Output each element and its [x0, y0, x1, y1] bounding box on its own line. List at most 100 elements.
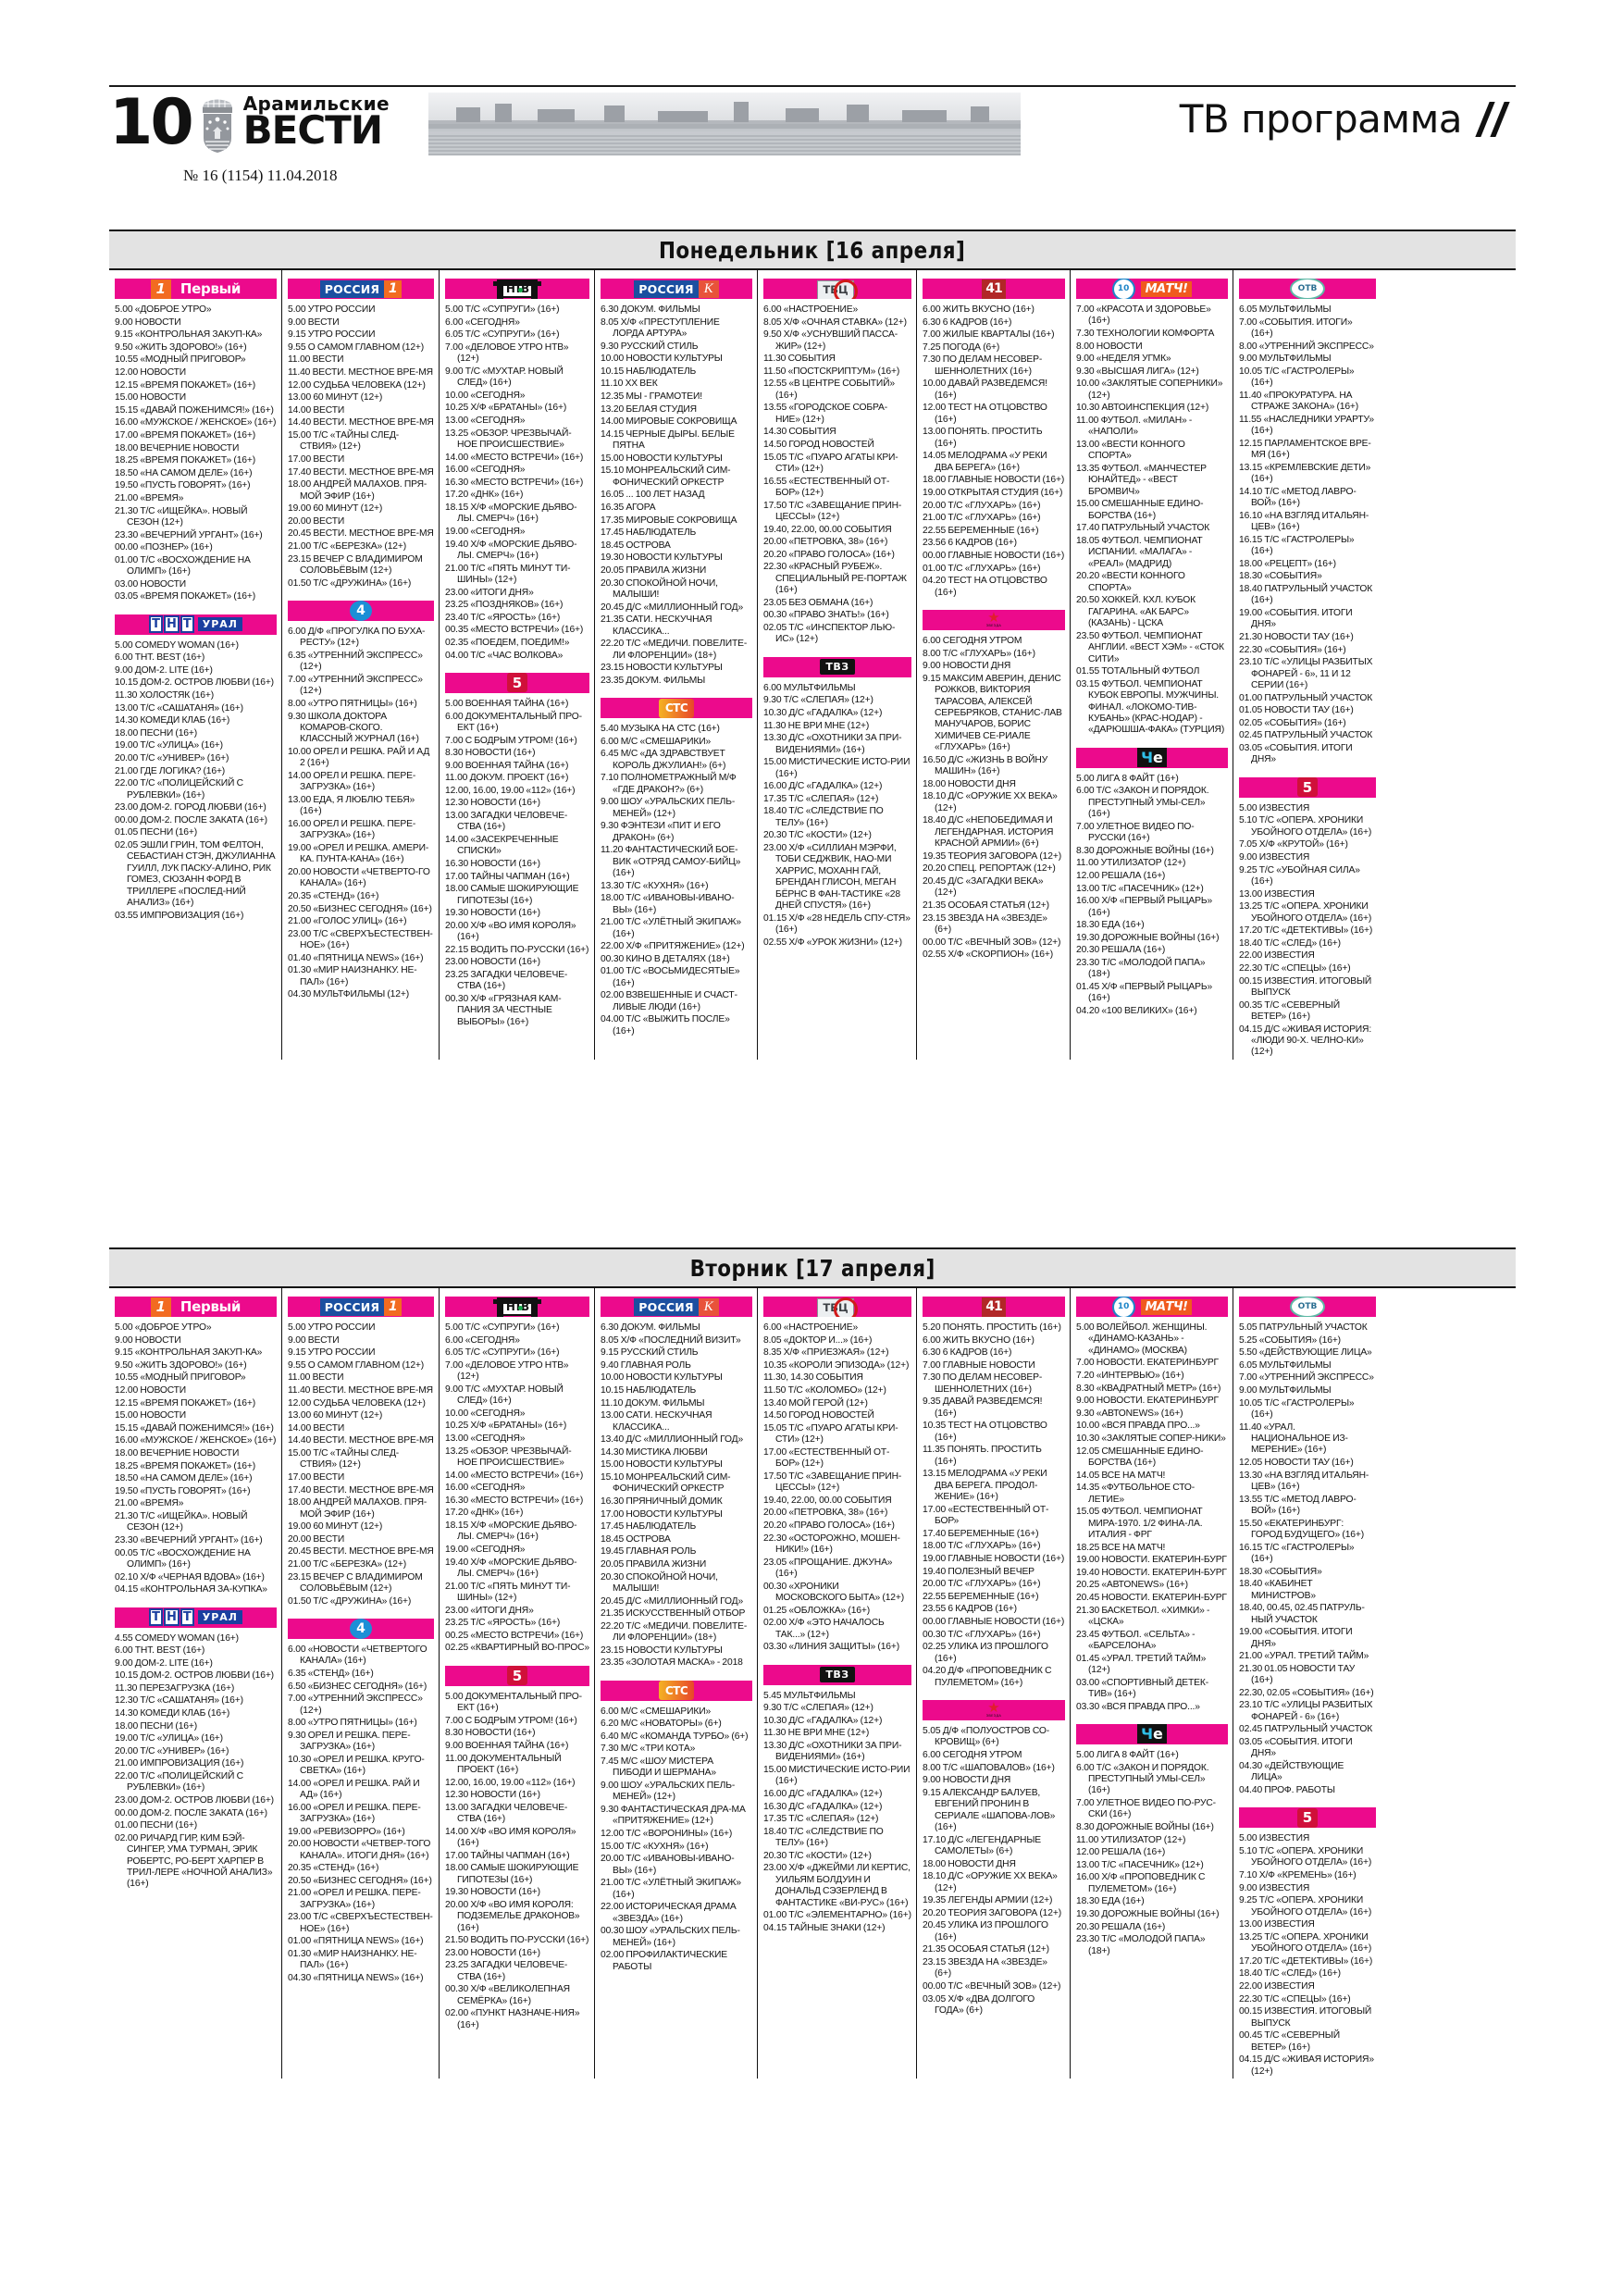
program-entry: 11.40 ВЕСТИ. МЕСТНОЕ ВРЕ-МЯ [288, 1384, 433, 1396]
channel-logo-rossiya-k: РОССИЯ K [634, 1297, 719, 1316]
day-header-label: Вторник [17 апреля] [689, 1254, 935, 1282]
program-entry: 14.00 ВЕСТИ [288, 404, 345, 416]
program-entry: 19.00 Т/С «УЛИЦА» (16+) [115, 1733, 223, 1744]
program-entry: 7.00 УЛЕТНОЕ ВИДЕО ПО-РУС-СКИ (16+) [1076, 1797, 1216, 1820]
program-entry: 16.10 «НА ВЗГЛЯД ИТАЛЬЯН-ЦЕВ» (16+) [1239, 510, 1369, 533]
channel-header-матч-тв[interactable]: 10 МАТЧ! [1076, 1297, 1228, 1317]
program-entry: 6.00 СЕГОДНЯ УТРОМ [923, 1749, 1022, 1760]
program-entry: 13.00 60 МИНУТ (12+) [288, 1410, 383, 1421]
program-entry: 6.35 «СТЕНД» (16+) [288, 1668, 374, 1679]
channel-header-россия-1[interactable]: РОССИЯ 1 [288, 1297, 434, 1317]
program-entry: 13.25 «ОБЗОР. ЧРЕЗВЫЧАЙ-НОЕ ПРОИСШЕСТВИЕ… [445, 1446, 572, 1468]
program-entry: 01.25 «ОБЛОЖКА» (16+) [763, 1605, 870, 1616]
program-entry: 01.15 Х/Ф «28 НЕДЕЛЬ СПУ-СТЯ» (16+) [763, 912, 911, 935]
program-entry: 9.50 Х/Ф «УСНУВШИЙ ПАССА-ЖИР» (12+) [763, 329, 898, 352]
program-entry: 11.55 «НАСЛЕДНИКИ УРАРТУ» (16+) [1239, 414, 1374, 437]
program-entry: 10.15 НАБЛЮДАТЕЛЬ [601, 366, 697, 377]
channel-header-тв3[interactable]: ТВЗ [763, 1664, 911, 1685]
program-entry: 14.00 МИРОВЫЕ СОКРОВИЩА [601, 416, 737, 428]
channel-header-нтв[interactable]: НТВ [445, 1297, 589, 1317]
program-entry: 7.00 УЛЕТНОЕ ВИДЕО ПО-РУССКИ (16+) [1076, 821, 1195, 844]
channel-header-первый[interactable]: 1 Первый [115, 279, 277, 299]
program-entry: 13.00 ЕДА, Я ЛЮБЛЮ ТЕБЯ» (16+) [288, 794, 415, 817]
channel-header-тнт-урал[interactable]: Т Н Т УРАЛ [115, 1607, 277, 1628]
schedule-column: НТВ 5.00 Т/С «СУПРУГИ» (16+) 6.00 «СЕГОДНЯ… [439, 1288, 594, 2079]
channel-header-россия-к[interactable]: РОССИЯ K [601, 1297, 752, 1317]
program-entry: 6.05 МУЛЬТФИЛЬМЫ [1239, 304, 1332, 315]
channel-logo-pervy: 1 Первый [150, 279, 241, 299]
program-entry: 02.55 Х/Ф «УРОК ЖИЗНИ» (12+) [763, 937, 902, 948]
channel-header-4-канал[interactable]: 4 [288, 1618, 434, 1639]
program-entry: 8.00 «УТРО ПЯТНИЦЫ» (16+) [288, 698, 417, 709]
program-entry: 20.30 Т/С «КОСТИ» (12+) [763, 1850, 872, 1861]
program-entry: 23.10 Т/С «УЛИЦЫ РАЗБИТЫХ ФОНАРЕЙ - 6» (… [1239, 1700, 1373, 1722]
program-entry: 5.00 «ДОБРОЕ УТРО» [115, 1322, 212, 1333]
program-entry: 7.00 С БОДРЫМ УТРОМ! (16+) [445, 735, 577, 746]
channel-header-первый[interactable]: 1 Первый [115, 1297, 277, 1317]
program-entry: 8.35 Х/Ф «ПРИЕЗЖАЯ» (12+) [763, 1347, 889, 1359]
program-entry: 22.00 Х/Ф «ПРИТЯЖЕНИЕ» (12+) [601, 941, 745, 952]
channel-header-5-канал[interactable]: 5 [1239, 776, 1376, 798]
program-entry: 12.15 ПАРЛАМЕНТСКОЕ ВРЕ-МЯ (16+) [1239, 438, 1371, 461]
program-entry: 11.20 ФАНТАСТИЧЕСКИЙ БОЕ-ВИК «ОТРЯД САМО… [601, 845, 741, 879]
channel-header-5-канал[interactable]: 5 [445, 1665, 589, 1686]
channel-header-4-канал[interactable]: 4 [288, 600, 434, 621]
program-entry: 01.40 «ПЯТНИЦА NEWS» (16+) [288, 952, 424, 963]
channel-header-россия-1[interactable]: РОССИЯ 1 [288, 279, 434, 299]
channel-logo-5-kanal: 5 [507, 673, 527, 693]
program-entry: 17.40 ПАТРУЛЬНЫЙ УЧАСТОК [1076, 523, 1210, 534]
channel-header-твц[interactable]: ТВЦ [763, 1297, 911, 1317]
channel-logo-otv: ОТВ [1290, 279, 1325, 299]
program-entry: 18.30 ЕДА (16+) [1076, 1896, 1145, 1907]
channel-header-41[interactable]: 41 [923, 1297, 1065, 1317]
channel-logo-ntv: НТВ [489, 1297, 545, 1317]
program-entry: 5.00 ИЗВЕСТИЯ [1239, 802, 1310, 813]
program-entry: 19.30 ДОРОЖНЫЕ ВОЙНЫ (16+) [1076, 932, 1220, 943]
schedule-column: 41 6.00 ЖИТЬ ВКУСНО (16+) 6.30 6 КАДРОВ (1… [916, 270, 1070, 1060]
program-entry: 21.00 «ОРЕЛ И РЕШКА. ПЕРЕ-ЗАГРУЗКА» (16+… [288, 1888, 421, 1910]
program-entry: 22.15 ВОДИТЬ ПО-РУССКИ (16+) [445, 944, 589, 955]
channel-header-нтв[interactable]: НТВ [445, 279, 589, 299]
day-header: Вторник [17 апреля] [109, 1247, 1516, 1288]
channel-header-стс[interactable]: СТС [601, 1680, 752, 1701]
channel-header-отв[interactable]: ОТВ [1239, 1297, 1376, 1317]
program-entry: 9.00 ДОМ-2. LITE (16+) [115, 1657, 213, 1669]
channel-header-матч-тв[interactable]: 10 МАТЧ! [1076, 279, 1228, 299]
channel-header-звезда[interactable]: ★ ЗВЕЗДА [923, 1699, 1065, 1720]
program-entry: 6.00 МУЛЬТФИЛЬМЫ [763, 682, 856, 693]
program-entry: 8.00 Т/С «ГЛУХАРЬ» (16+) [923, 648, 1035, 659]
channel-header-5-канал[interactable]: 5 [1239, 1807, 1376, 1829]
program-entry: 20.45 Д/С «МИЛЛИОННЫЙ ГОД» [601, 602, 744, 613]
program-entry: 23.00 ДОМ-2. ОСТРОВ ЛЮБВИ (16+) [115, 1795, 274, 1806]
program-entry: 18.10 Д/С «ОРУЖИЕ ХХ ВЕКА» (12+) [923, 791, 1058, 813]
program-entry: 03.15 ФУТБОЛ. ЧЕМПИОНАТ КУБОК ЕВРОПЫ. МУ… [1076, 678, 1225, 736]
channel-header-5-канал[interactable]: 5 [445, 672, 589, 693]
program-entry: 03.05 Х/Ф «ДВА ДОЛГОГО ГОДА» (6+) [923, 1993, 1035, 2016]
channel-header-отв[interactable]: ОТВ [1239, 279, 1376, 299]
program-entry: 9.35 ДАВАЙ РАЗВЕДЕМСЯ! (16+) [923, 1396, 1043, 1419]
program-entry: 19.35 ЛЕГЕНДЫ АРМИИ (12+) [923, 1895, 1053, 1906]
program-entry: 00.00 ДОМ-2. ПОСЛЕ ЗАКАТА (16+) [115, 1807, 267, 1818]
channel-logo-rossiya-1: РОССИЯ 1 [319, 1297, 403, 1316]
channel-header-россия-к[interactable]: РОССИЯ K [601, 279, 752, 299]
channel-header-твц[interactable]: ТВЦ [763, 279, 911, 299]
channel-header-звезда[interactable]: ★ ЗВЕЗДА [923, 609, 1065, 630]
channel-logo-5-kanal: 5 [1297, 1807, 1318, 1828]
channel-header-тнт-урал[interactable]: Т Н Т УРАЛ [115, 614, 277, 635]
channel-header-41[interactable]: 41 [923, 279, 1065, 299]
channel-logo-tv3: ТВЗ [820, 659, 855, 676]
program-entry: 6.00 М/С «СМЕШАРИКИ» [601, 736, 712, 747]
program-entry: 9.15 АЛЕКСАНДР БАЛУЕВ, ЕВГЕНИЙ ПРОНИН В … [923, 1787, 1056, 1832]
channel-header-стс[interactable]: СТС [601, 698, 752, 719]
program-entry: 20.20 СПЕЦ. РЕПОРТАЖ (12+) [923, 863, 1056, 875]
program-entry: 9.00 НОВОСТИ ДНЯ [923, 661, 1011, 672]
program-entry: 17.20 Т/С «ДЕТЕКТИВЫ» (16+) [1239, 925, 1373, 937]
program-entry: 23.00 Т/С «СВЕРХЪЕСТЕСТВЕН-НОЕ» (16+) [288, 1912, 433, 1934]
program-entry: 23.05 «ПРОЩАНИЕ. ДЖУНА» (16+) [763, 1557, 893, 1579]
program-entry: 01.55 ТОТАЛЬНЫЙ ФУТБОЛ [1076, 666, 1200, 677]
program-entry: 13.30 «НА ВЗГЛЯД ИТАЛЬЯН-ЦЕВ» (16+) [1239, 1470, 1369, 1492]
program-entry: 21.00 «ВРЕМЯ» [115, 492, 184, 503]
channel-header-тв3[interactable]: ТВЗ [763, 656, 911, 677]
